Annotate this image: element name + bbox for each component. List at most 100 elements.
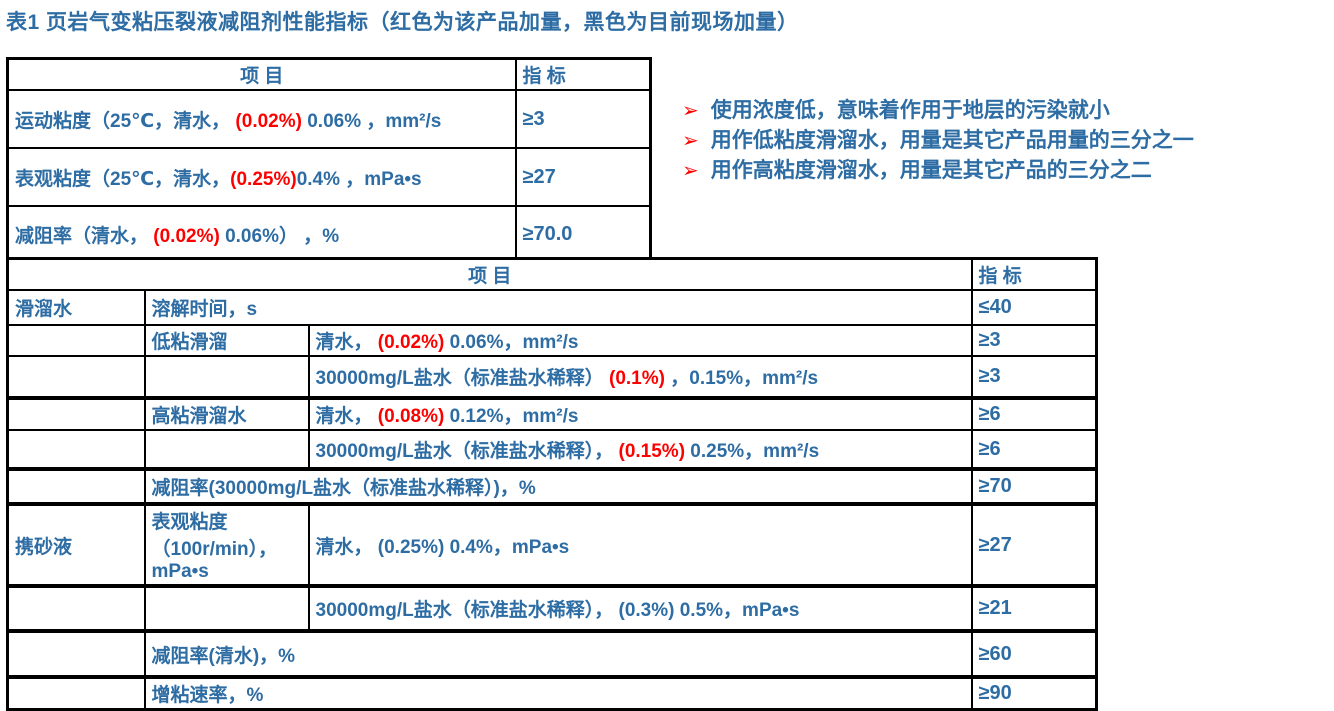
cell-text: 运动粘度（25℃，清水，	[15, 110, 236, 132]
indicator-cell: ≥27	[970, 502, 1098, 587]
table-row: 30000mg/L盐水（标准盐水稀释）， (0.3%) 0.5%，mPa•s ≥2…	[6, 584, 1098, 632]
arrow-bullet-icon: ➢	[682, 100, 699, 122]
cell-text: 表观粘度（25℃，清水，	[15, 168, 231, 190]
category-cell	[6, 429, 146, 470]
bullet-item: ➢ 使用浓度低，意味着作用于地层的污染就小	[682, 96, 1334, 126]
table-row: 减阻率（清水， (0.02%) 0.06%） ，% ≥70.0	[6, 205, 652, 264]
cell-text: 0.12%，mm²/s	[444, 406, 579, 427]
cell-text: 清水，	[315, 332, 378, 353]
friction-reducer-spec-table-small: 项 目指 标运动粘度（25℃，清水， (0.02%) 0.06% ，mm²/s ≥…	[6, 57, 652, 265]
product-dosage-highlight: (0.02%)	[377, 332, 445, 353]
table-row: 30000mg/L盐水（标准盐水稀释） (0.1%) ，0.15%，mm²/s ≥…	[6, 355, 1098, 399]
category-cell	[6, 467, 146, 505]
item-cell: 减阻率（清水， (0.02%) 0.06%） ，%	[6, 205, 517, 264]
subcategory-cell	[143, 429, 310, 470]
cell-text: 表观粘度 （100r/min）， mPa•s	[151, 512, 278, 582]
indicator-cell: ≥90	[970, 675, 1098, 711]
subcategory-cell: 溶解时间，s	[143, 289, 973, 326]
bullet-text: 用作低粘度滑溜水，用量是其它产品用量的三分之一	[710, 129, 1194, 152]
cell-text: 0.06%，mm²/s	[444, 332, 579, 353]
table-row: 高粘滑溜水 清水， (0.08%) 0.12%，mm²/s ≥6	[6, 396, 1098, 431]
page-title: 表1 页岩气变粘压裂液减阻剂性能指标（红色为该产品加量，黑色为目前现场加量）	[6, 11, 799, 34]
table-row: 减阻率(清水)，% ≥60	[6, 629, 1098, 678]
table-row: 30000mg/L盐水（标准盐水稀释）， (0.15%) 0.25%，mm²/s…	[6, 429, 1098, 470]
arrow-bullet-icon: ➢	[682, 160, 699, 182]
indicator-cell: ≤40	[970, 289, 1098, 326]
product-dosage-highlight: (0.08%)	[377, 406, 445, 427]
product-dosage-highlight: (0.02%)	[235, 110, 302, 132]
cell-text: 30000mg/L盐水（标准盐水稀释）， (0.3%) 0.5%，mPa•s	[315, 600, 800, 621]
column-header-indicator: 指 标	[514, 57, 652, 91]
cell-text: 清水，	[315, 406, 378, 427]
key-points-list: ➢ 使用浓度低，意味着作用于地层的污染就小 ➢ 用作低粘度滑溜水，用量是其它产品用量的…	[682, 96, 1334, 186]
condition-cell: 30000mg/L盐水（标准盐水稀释）， (0.15%) 0.25%，mm²/s	[307, 429, 973, 470]
indicator-cell: ≥27	[514, 147, 652, 207]
table-row: 运动粘度（25℃，清水， (0.02%) 0.06% ，mm²/s ≥3	[6, 89, 652, 149]
cell-text: 0.25%，mm²/s	[685, 440, 820, 462]
cell-text: 低粘滑溜	[151, 332, 228, 353]
cell-text: 30000mg/L盐水（标准盐水稀释）	[315, 368, 609, 389]
cell-text: 清水， (0.25%) 0.4%，mPa•s	[315, 536, 570, 558]
subcategory-cell: 表观粘度 （100r/min）， mPa•s	[143, 502, 310, 587]
arrow-bullet-icon: ➢	[682, 130, 699, 152]
category-cell: 滑溜水	[6, 289, 146, 326]
bullet-item: ➢ 用作高粘度滑溜水，用量是其它产品的三分之二	[682, 156, 1334, 186]
category-cell	[6, 396, 146, 431]
column-header-item: 项 目	[6, 257, 973, 291]
subcategory-cell	[143, 584, 310, 632]
bullet-text: 用作高粘度滑溜水，用量是其它产品的三分之二	[710, 159, 1152, 182]
category-cell: 携砂液	[6, 502, 146, 587]
cell-text: 携砂液	[15, 536, 73, 558]
cell-text: 0.06% ，mm²/s	[301, 110, 442, 132]
indicator-cell: ≥3	[970, 355, 1098, 399]
item-cell: 表观粘度（25℃，清水，(0.25%)0.4% ，mPa•s	[6, 147, 517, 207]
indicator-cell: ≥3	[514, 89, 652, 149]
table-row: 携砂液 表观粘度 （100r/min）， mPa•s 清水， (0.25%) 0.4…	[6, 502, 1098, 587]
cell-text: 0.06%） ，%	[219, 225, 340, 247]
table-row: 增粘速率，% ≥90	[6, 675, 1098, 711]
condition-cell: 30000mg/L盐水（标准盐水稀释） (0.1%) ，0.15%，mm²/s	[307, 355, 973, 399]
subcategory-cell: 低粘滑溜	[143, 324, 310, 357]
condition-cell: 清水， (0.08%) 0.12%，mm²/s	[307, 396, 973, 431]
indicator-cell: ≥6	[970, 396, 1098, 431]
product-dosage-highlight: (0.02%)	[153, 225, 220, 247]
condition-cell: 30000mg/L盐水（标准盐水稀释）， (0.3%) 0.5%，mPa•s	[307, 584, 973, 632]
table-row: 减阻率(30000mg/L盐水（标准盐水稀释）)，% ≥70	[6, 467, 1098, 505]
column-header-item: 项 目	[6, 57, 517, 91]
category-cell	[6, 629, 146, 678]
bullet-text: 使用浓度低，意味着作用于地层的污染就小	[710, 99, 1110, 122]
category-cell	[6, 584, 146, 632]
subcategory-cell: 增粘速率，%	[143, 675, 973, 711]
bullet-item: ➢ 用作低粘度滑溜水，用量是其它产品用量的三分之一	[682, 126, 1334, 156]
subcategory-cell: 减阻率(30000mg/L盐水（标准盐水稀释）)，%	[143, 467, 973, 505]
cell-text: 增粘速率，%	[151, 685, 264, 706]
cell-text: 滑溜水	[15, 299, 73, 320]
subcategory-cell	[143, 355, 310, 399]
subcategory-cell: 高粘滑溜水	[143, 396, 310, 431]
cell-text: 减阻率(30000mg/L盐水（标准盐水稀释）)，%	[151, 478, 536, 499]
cell-text: 减阻率(清水)，%	[151, 645, 296, 667]
condition-cell: 清水， (0.25%) 0.4%，mPa•s	[307, 502, 973, 587]
cell-text: 高粘滑溜水	[151, 406, 247, 427]
subcategory-cell: 减阻率(清水)，%	[143, 629, 973, 678]
category-cell	[6, 324, 146, 357]
product-dosage-highlight: (0.25%)	[230, 168, 297, 190]
cell-text: 溶解时间，s	[151, 299, 258, 320]
indicator-cell: ≥21	[970, 584, 1098, 632]
table-row: 滑溜水 溶解时间，s ≤40	[6, 289, 1098, 326]
category-cell	[6, 675, 146, 711]
table-row: 表观粘度（25℃，清水，(0.25%)0.4% ，mPa•s ≥27	[6, 147, 652, 207]
table-row: 低粘滑溜 清水， (0.02%) 0.06%，mm²/s ≥3	[6, 324, 1098, 357]
cell-text: 减阻率（清水，	[15, 225, 154, 247]
product-dosage-highlight: (0.1%)	[609, 368, 665, 389]
category-cell	[6, 355, 146, 399]
cell-text: ，0.15%，mm²/s	[664, 368, 819, 389]
column-header-indicator: 指 标	[970, 257, 1098, 291]
item-cell: 运动粘度（25℃，清水， (0.02%) 0.06% ，mm²/s	[6, 89, 517, 149]
indicator-cell: ≥70	[970, 467, 1098, 505]
friction-reducer-spec-table-detailed: 项 目指 标滑溜水 溶解时间，s ≤40 低粘滑溜 清水， (0.02%) 0.06%，…	[6, 257, 1099, 711]
cell-text: 30000mg/L盐水（标准盐水稀释），	[315, 440, 619, 462]
indicator-cell: ≥60	[970, 629, 1098, 678]
product-dosage-highlight: (0.15%)	[618, 440, 686, 462]
indicator-cell: ≥70.0	[514, 205, 652, 264]
